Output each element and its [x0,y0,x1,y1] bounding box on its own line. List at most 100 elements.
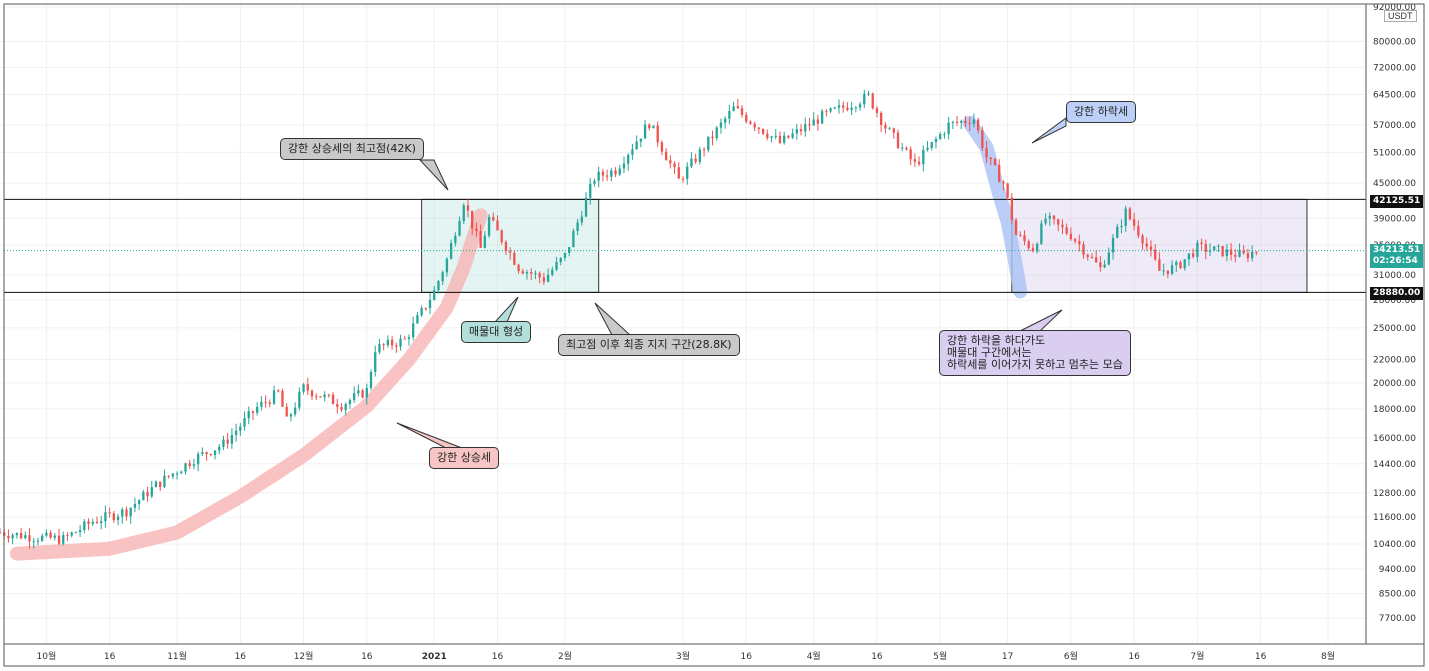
candle [11,533,14,545]
candle [116,513,120,526]
candle [1006,182,1009,200]
candle [597,166,600,188]
annotation-uptrend[interactable]: 강한 상승세 [429,447,500,469]
candle [1141,233,1144,250]
candle [669,155,672,169]
candle [951,120,954,130]
candle [707,136,710,153]
annotation-wall[interactable]: 매물대 형성 [461,321,532,343]
candle [352,386,356,403]
callout-pointers [396,117,1067,449]
y-tick-label: 8500.00 [1379,590,1416,600]
candle [879,111,883,133]
candle [555,256,558,272]
y-tick-label: 28000.00 [1373,296,1416,306]
candle [610,167,613,182]
candle [816,114,820,131]
candle [1048,212,1051,227]
candle [306,377,309,395]
candle [804,117,807,137]
x-tick-label: 4월 [807,650,821,662]
candle [483,231,487,249]
candle [1175,260,1178,272]
candle [1229,243,1233,261]
candle [896,129,900,149]
x-tick-label: 2021 [422,652,447,662]
candle [981,126,984,152]
candle [568,247,571,257]
candle [517,263,520,274]
candle [837,99,841,114]
candle [989,157,992,166]
price-levels [4,198,1366,293]
candle [976,117,980,134]
candle [374,345,377,377]
candle [1221,245,1224,258]
range-zone [1011,198,1308,293]
candle [260,396,263,411]
candle [45,529,48,538]
candle [601,168,605,182]
candle [348,398,352,409]
candle [711,130,714,146]
candle [1162,263,1165,276]
candle [576,219,579,236]
y-tick-label: 51000.00 [1373,148,1416,158]
candle [605,169,609,181]
candle [614,167,617,178]
candle [500,229,503,245]
candle [593,178,596,187]
x-tick-label: 16 [741,652,753,662]
level-tag-high: 42125.51 [1370,195,1424,208]
candle [184,462,187,475]
annotation-hold[interactable]: 강한 하락을 하다가도 매물대 구간에서는 하락세를 이어가지 못하고 멈추는 … [939,330,1131,376]
candle [909,146,912,166]
candle [783,131,786,145]
candle [365,383,368,405]
y-tick-label: 18000.00 [1373,405,1416,415]
y-tick-label: 11600.00 [1373,513,1416,523]
annotation-support[interactable]: 최고점 이후 최종 지지 구간(28.8K) [558,334,740,356]
y-tick-label: 10400.00 [1373,540,1416,550]
candle [121,507,124,524]
candle [584,192,588,218]
candle [239,423,242,437]
candle [340,403,343,413]
last-price-tag: 34213.51 02:26:54 [1370,244,1424,268]
peak-pointer [418,159,449,191]
candle [87,518,90,531]
currency-label[interactable]: USDT [1384,10,1417,22]
candle [1095,250,1098,263]
y-tick-label: 9400.00 [1379,565,1416,575]
candle [1090,253,1094,259]
candle [1170,260,1174,276]
annotation-peak[interactable]: 강한 상승세의 최고점(42K) [280,138,424,160]
candle [972,113,976,128]
candle [293,402,297,417]
annotation-downtrend[interactable]: 강한 하락세 [1066,101,1137,123]
candle [888,126,891,130]
candle [1082,241,1085,259]
grid [0,4,1366,644]
candle [913,153,917,167]
x-tick-label: 16 [492,652,504,662]
candle [251,410,255,421]
candle [91,518,94,526]
candle [947,116,950,140]
candle [256,402,259,416]
candle [690,152,693,169]
candle [154,480,158,488]
candle [209,453,212,457]
candle [1217,244,1220,252]
candle [433,286,436,301]
candle [631,143,634,160]
candle [407,334,411,346]
candle [344,402,347,416]
candle [1010,192,1014,224]
y-tick-label: 12800.00 [1373,489,1416,499]
candle [1166,270,1170,279]
candle [112,510,115,523]
candle [104,505,107,528]
y-tick-label: 92000.00 [1373,3,1416,13]
